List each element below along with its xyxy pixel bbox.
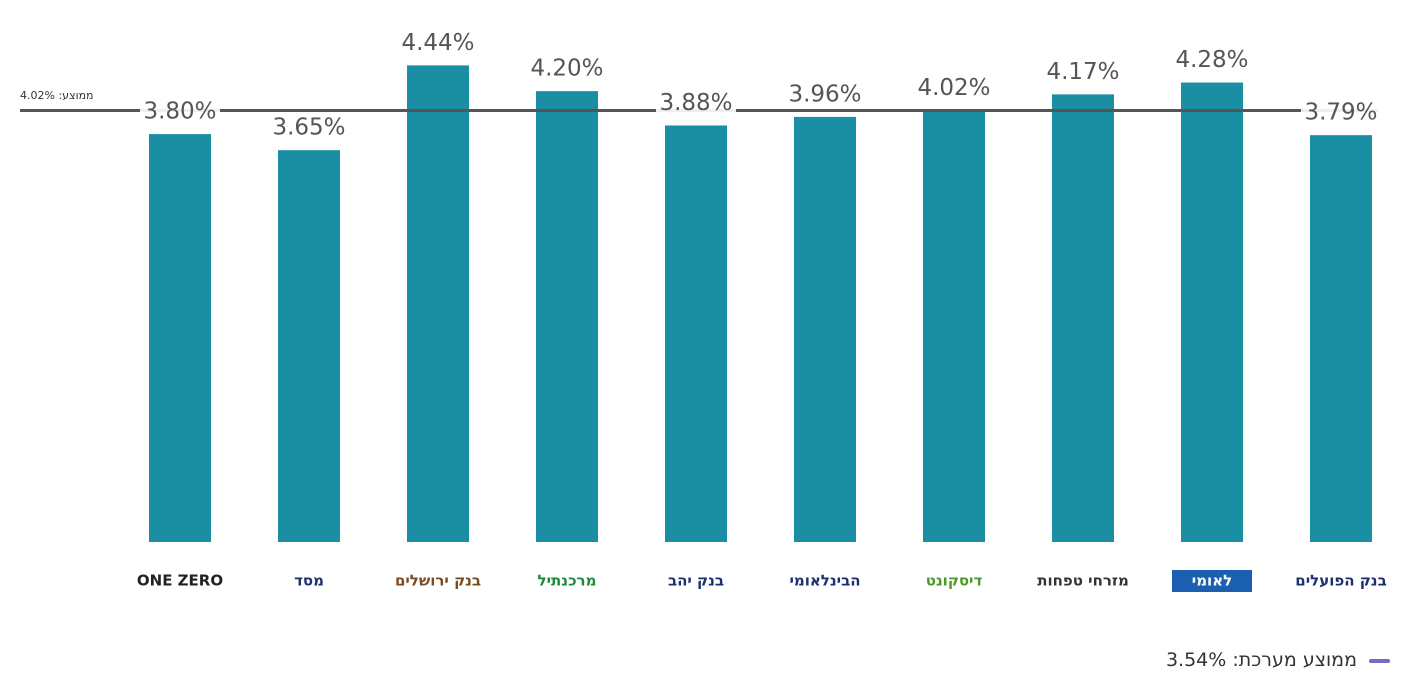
bar (278, 150, 340, 543)
x-tick-label: הבינלאומי (789, 572, 860, 590)
average-label: ממוצע: 4.02% (20, 89, 94, 102)
label-background (398, 29, 478, 57)
value-label: 4.02% (917, 75, 990, 101)
label-background (527, 55, 607, 83)
bar (1052, 94, 1114, 542)
value-label: 3.96% (788, 81, 861, 107)
label-background (914, 74, 994, 102)
value-label: 3.80% (143, 99, 216, 125)
x-tick-label: ONE ZERO (137, 572, 223, 590)
label-background (269, 114, 349, 142)
x-tick-label: בנק יהב (668, 572, 724, 590)
legend-entry: ממוצע מערכת: 3.54% (1165, 649, 1357, 671)
x-tick-label: מרכנתיל (538, 572, 597, 590)
x-tick-label: לאומי (1192, 572, 1232, 590)
value-label: 4.28% (1175, 47, 1248, 73)
x-tick-label: בנק ירושלים (395, 572, 481, 590)
bar (665, 125, 727, 542)
x-tick-label: בנק הפועלים (1295, 572, 1386, 590)
value-label: 4.44% (401, 30, 474, 56)
x-tick-label: מסד (294, 572, 324, 590)
label-background (1172, 46, 1252, 74)
bar (407, 65, 469, 543)
bar (1310, 135, 1372, 543)
label-background (140, 98, 220, 126)
x-tick-label: מזרחי טפחות (1037, 572, 1129, 590)
x-tick-label: דיסקונט (926, 572, 983, 590)
legend-swatch (1369, 659, 1390, 663)
bar (923, 110, 985, 543)
bar (149, 134, 211, 542)
logo-box (1172, 570, 1252, 592)
value-label: 3.88% (659, 90, 732, 116)
bar (1181, 82, 1243, 542)
value-label: 3.65% (272, 115, 345, 141)
value-label: 4.20% (530, 56, 603, 82)
label-background (785, 80, 865, 108)
bar (794, 116, 856, 542)
value-label: 4.17% (1046, 59, 1119, 85)
value-label: 3.79% (1304, 100, 1377, 126)
label-background (1301, 99, 1381, 127)
label-background (656, 89, 736, 117)
label-background (1043, 58, 1123, 86)
bar (536, 91, 598, 543)
